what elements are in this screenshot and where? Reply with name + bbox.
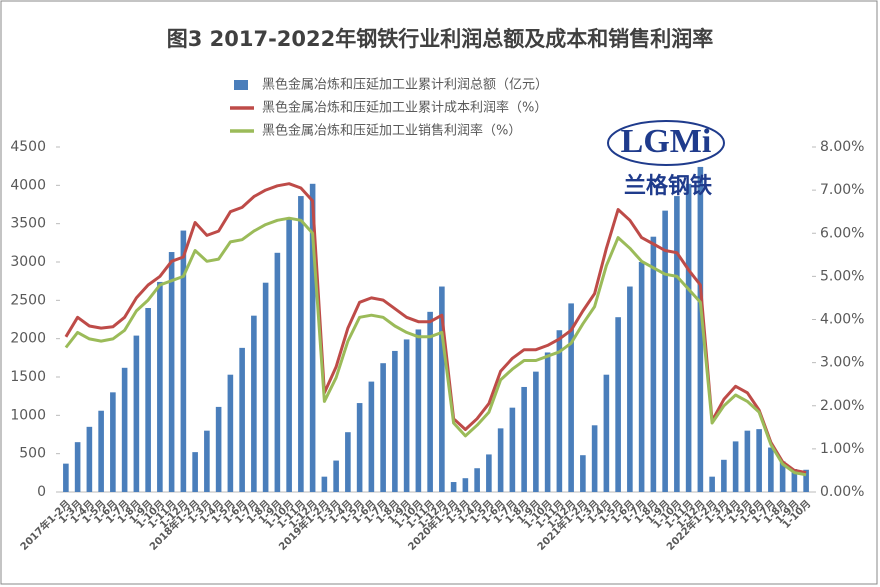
bar xyxy=(368,381,375,492)
bar xyxy=(803,469,809,492)
y2-tick-label: 5.00% xyxy=(820,268,864,284)
bar xyxy=(333,460,339,492)
y-tick-label: 1500 xyxy=(10,369,46,385)
bar xyxy=(791,469,798,492)
logo-subtext: 兰格钢铁 xyxy=(624,173,712,199)
bar xyxy=(709,476,715,492)
bar xyxy=(321,476,328,492)
bar xyxy=(556,330,563,492)
legend-label: 黑色金属冶炼和压延加工业销售利润率（%） xyxy=(262,123,521,139)
y-tick-label: 3000 xyxy=(10,254,46,270)
bar xyxy=(168,252,175,492)
bar xyxy=(133,335,140,492)
bar xyxy=(568,303,574,492)
line xyxy=(64,182,807,475)
bar xyxy=(204,430,210,492)
y-tick-label: 1000 xyxy=(10,407,46,423)
bar xyxy=(603,374,610,492)
bar xyxy=(662,210,668,492)
bar xyxy=(674,196,680,493)
bar xyxy=(157,281,163,492)
bar xyxy=(544,352,551,492)
bar xyxy=(509,407,516,492)
logo-ring xyxy=(607,120,725,166)
bar xyxy=(450,482,457,492)
bar xyxy=(286,219,292,493)
y2-tick-label: 2.00% xyxy=(820,398,864,414)
bar xyxy=(180,230,187,493)
chart-title: 图3 2017-2022年钢铁行业利润总额及成本和销售利润率 xyxy=(167,27,714,51)
logo: LGMi 兰格钢铁 xyxy=(607,120,725,199)
bar xyxy=(356,403,363,492)
bar xyxy=(227,374,234,492)
bar xyxy=(415,329,422,492)
bar xyxy=(403,339,410,492)
bar xyxy=(380,363,386,492)
bar xyxy=(521,386,527,492)
logo-text: LGMi xyxy=(621,123,712,160)
bar xyxy=(697,166,704,492)
bar xyxy=(439,286,445,492)
bar xyxy=(98,410,104,492)
bar xyxy=(110,392,116,492)
y-tick-label: 2500 xyxy=(10,292,46,308)
bar xyxy=(86,426,93,492)
y-tick-label: 4500 xyxy=(10,139,46,155)
bar xyxy=(685,183,692,493)
bar xyxy=(239,347,245,492)
y2-tick-label: 7.00% xyxy=(820,182,864,198)
bar xyxy=(615,317,621,492)
bar xyxy=(345,432,351,492)
bar xyxy=(215,406,222,492)
legend-label: 黑色金属冶炼和压延加工业累计成本利润率（%） xyxy=(262,100,547,116)
legend-label: 黑色金属冶炼和压延加工业累计利润总额（亿元） xyxy=(262,77,548,93)
bar xyxy=(721,459,727,492)
bar xyxy=(732,441,739,492)
y2-tick-label: 3.00% xyxy=(820,355,864,371)
bar xyxy=(145,308,151,492)
bar xyxy=(462,478,469,492)
bar xyxy=(627,286,633,492)
bar xyxy=(262,282,269,492)
bar xyxy=(251,315,257,492)
y-tick-label: 4000 xyxy=(10,177,46,193)
bar xyxy=(533,371,539,492)
y-tick-label: 500 xyxy=(19,446,46,462)
bar xyxy=(427,311,433,492)
bar xyxy=(591,425,598,492)
y-tick-label: 3500 xyxy=(10,216,46,232)
bar xyxy=(497,428,504,492)
bar xyxy=(274,252,281,492)
y-tick-label: 2000 xyxy=(10,331,46,347)
bar xyxy=(744,430,751,492)
bar xyxy=(74,442,81,492)
bar xyxy=(63,463,69,492)
y2-tick-label: 8.00% xyxy=(820,139,864,155)
bar xyxy=(298,196,304,493)
y2-tick-label: 1.00% xyxy=(820,441,864,457)
bar xyxy=(121,367,128,492)
legend-swatch xyxy=(234,80,248,90)
bar xyxy=(392,350,398,492)
y2-tick-label: 0.00% xyxy=(820,484,864,500)
bar xyxy=(580,455,586,492)
bar xyxy=(192,452,198,492)
bar xyxy=(650,236,657,492)
bar xyxy=(756,429,762,492)
y-tick-label: 0 xyxy=(37,484,46,500)
bar xyxy=(638,262,645,492)
bar xyxy=(309,183,316,493)
line xyxy=(64,216,807,477)
y2-tick-label: 6.00% xyxy=(820,225,864,241)
y2-tick-label: 4.00% xyxy=(820,312,864,328)
bar xyxy=(779,461,786,492)
bar xyxy=(768,447,774,492)
bar xyxy=(474,468,480,492)
bar xyxy=(486,454,492,492)
